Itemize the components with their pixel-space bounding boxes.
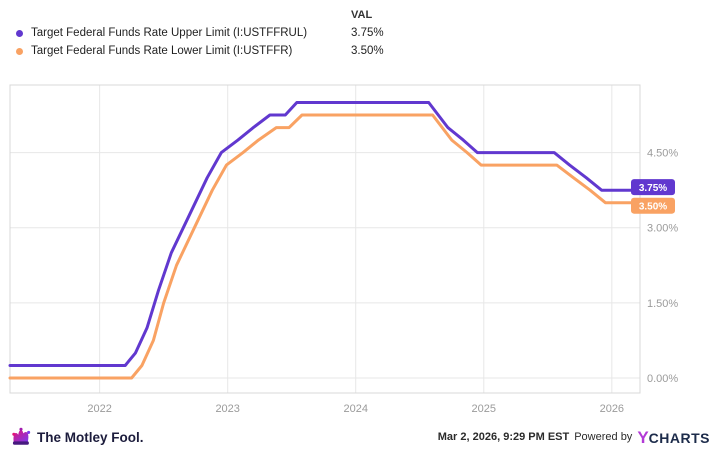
x-tick-label: 2023	[215, 403, 239, 415]
ycharts-logo[interactable]: Y CHARTS	[637, 429, 710, 446]
legend-label-lower: Target Federal Funds Rate Lower Limit (I…	[31, 45, 293, 57]
legend-val-header: VAL	[351, 9, 373, 21]
end-value-badge-lower	[631, 197, 675, 214]
legend-value-lower: 3.50%	[351, 45, 384, 57]
series-dot-lower	[16, 47, 23, 55]
end-value-badge-upper	[631, 179, 675, 196]
fed-funds-rate-chart[interactable]: 0.00% 1.50% 3.00% 4.50% 2022 2023 2024 2025 2026…	[0, 78, 720, 428]
legend-label-upper: Target Federal Funds Rate Upper Limit (I…	[31, 27, 308, 39]
ycharts-logo-wordmark: CHARTS	[648, 429, 710, 446]
x-tick-label: 2024	[343, 403, 367, 415]
end-value-label-upper: 3.75%	[639, 183, 667, 194]
y-tick-label: 4.50%	[647, 148, 678, 160]
legend-item-lower-limit[interactable]: Target Federal Funds Rate Lower Limit (I…	[16, 42, 384, 60]
chart-attribution: Mar 2, 2026, 9:29 PM EST Powered by Y CH…	[438, 429, 710, 446]
footer: The Motley Fool. Mar 2, 2026, 9:29 PM ES…	[0, 418, 720, 456]
motley-fool-wordmark: The Motley Fool.	[37, 429, 144, 445]
plot-border	[9, 84, 641, 394]
y-tick-label: 3.00%	[647, 223, 678, 235]
powered-by-label: Powered by	[574, 431, 633, 443]
y-tick-label: 0.00%	[647, 373, 678, 385]
series-line-lower	[8, 113, 642, 380]
chart-timestamp: Mar 2, 2026, 9:29 PM EST	[437, 431, 570, 443]
y-tick-label: 1.50%	[647, 298, 678, 310]
motley-fool-logo[interactable]: The Motley Fool.	[10, 426, 144, 448]
ycharts-logo-y: Y	[637, 427, 649, 447]
series-line-upper	[8, 101, 642, 367]
x-tick-label: 2022	[87, 403, 111, 415]
legend: VAL Target Federal Funds Rate Upper Limi…	[16, 6, 384, 60]
x-tick-label: 2025	[472, 403, 496, 415]
end-value-label-lower: 3.50%	[639, 202, 667, 213]
x-tick-label: 2026	[600, 403, 624, 415]
series-dot-upper	[16, 29, 23, 37]
legend-value-upper: 3.75%	[351, 27, 384, 39]
motley-fool-jester-hat-icon	[12, 427, 31, 445]
legend-item-upper-limit[interactable]: Target Federal Funds Rate Upper Limit (I…	[16, 24, 384, 42]
